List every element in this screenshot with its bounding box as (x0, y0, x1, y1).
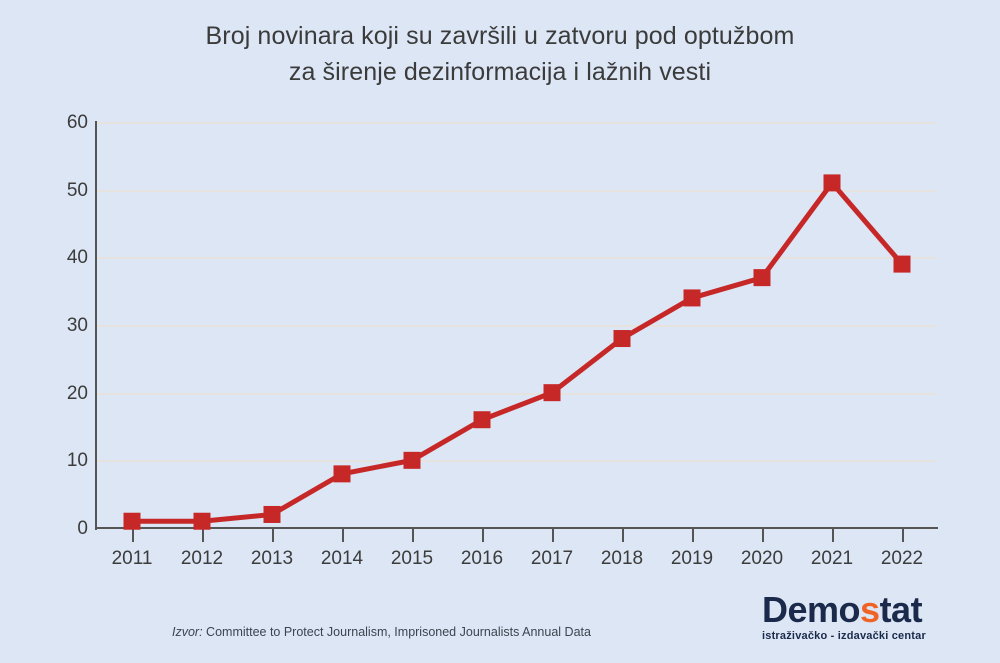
gridline-10 (97, 460, 937, 463)
x-tick-label-2018: 2018 (600, 548, 644, 569)
x-axis-line (95, 527, 938, 529)
y-tick-label-30: 30 (66, 315, 88, 336)
logo-word-part1: Demo (762, 589, 861, 630)
data-point-2021[interactable] (823, 174, 841, 192)
x-tick-mark-2011 (132, 529, 134, 542)
chart-title: Broj novinara koji su završili u zatvoru… (0, 18, 1000, 90)
y-axis-line (95, 121, 97, 530)
x-tick-label-2022: 2022 (880, 548, 924, 569)
x-tick-mark-2020 (762, 529, 764, 542)
data-point-2018[interactable] (613, 330, 631, 348)
x-tick-mark-2021 (832, 529, 834, 542)
x-tick-label-2011: 2011 (111, 548, 153, 569)
data-point-2011[interactable] (123, 512, 141, 530)
x-tick-mark-2022 (902, 529, 904, 542)
gridline-20 (97, 392, 937, 395)
x-tick-mark-2015 (412, 529, 414, 542)
source-label: Izvor: (172, 625, 203, 639)
x-tick-label-2020: 2020 (740, 548, 784, 569)
y-tick-label-60: 60 (66, 112, 88, 133)
gridline-50 (97, 189, 937, 192)
logo-word-part2: tat (879, 589, 923, 630)
data-point-2012[interactable] (193, 512, 211, 530)
x-tick-label-2015: 2015 (390, 548, 434, 569)
gridline-30 (97, 325, 937, 327)
x-tick-mark-2013 (272, 529, 274, 542)
data-point-2022[interactable] (893, 255, 911, 273)
data-point-2013[interactable] (263, 505, 281, 523)
source-note: Izvor: Committee to Protect Journalism, … (172, 624, 591, 640)
data-point-2014[interactable] (333, 465, 351, 483)
x-tick-mark-2012 (202, 529, 204, 542)
series-line-0 (132, 178, 904, 524)
logo-wordmark: Demostat (762, 592, 948, 628)
chart-title-line-1: Broj novinara koji su završili u zatvoru… (205, 22, 795, 50)
logo-tagline: istraživačko - izdavački centar (762, 630, 926, 642)
data-point-2015[interactable] (403, 451, 421, 469)
gridline-40 (97, 257, 937, 260)
x-tick-label-2014: 2014 (320, 548, 364, 569)
logo-word-accent: s (860, 589, 880, 630)
x-tick-label-2021: 2021 (810, 548, 854, 569)
plot-area (97, 122, 937, 528)
demostat-logo: Demostat istraživačko - izdavački centar (762, 592, 948, 643)
x-tick-label-2013: 2013 (250, 548, 294, 569)
x-tick-mark-2016 (482, 529, 484, 542)
y-axis-ticks: 0 10 20 30 40 50 60 (30, 0, 88, 663)
x-tick-label-2012: 2012 (180, 548, 224, 569)
x-tick-mark-2014 (342, 529, 344, 542)
x-tick-label-2017: 2017 (530, 548, 574, 569)
y-tick-label-40: 40 (66, 247, 88, 269)
chart-title-line-2: za širenje dezinformacija i lažnih vesti (288, 58, 712, 86)
y-tick-label-10: 10 (66, 450, 88, 472)
y-tick-label-50: 50 (66, 179, 88, 201)
y-tick-label-20: 20 (66, 382, 88, 404)
data-point-2016[interactable] (473, 411, 491, 429)
data-point-2017[interactable] (543, 384, 561, 402)
x-tick-mark-2018 (622, 529, 624, 542)
data-point-2019[interactable] (683, 289, 701, 307)
gridline-60 (97, 122, 937, 124)
x-tick-mark-2017 (552, 529, 554, 542)
x-tick-mark-2019 (692, 529, 694, 542)
x-tick-label-2019: 2019 (670, 548, 714, 569)
data-point-2020[interactable] (753, 269, 771, 287)
x-tick-label-2016: 2016 (460, 548, 504, 569)
y-tick-label-0: 0 (77, 518, 88, 539)
source-text: Committee to Protect Journalism, Impriso… (206, 625, 591, 639)
